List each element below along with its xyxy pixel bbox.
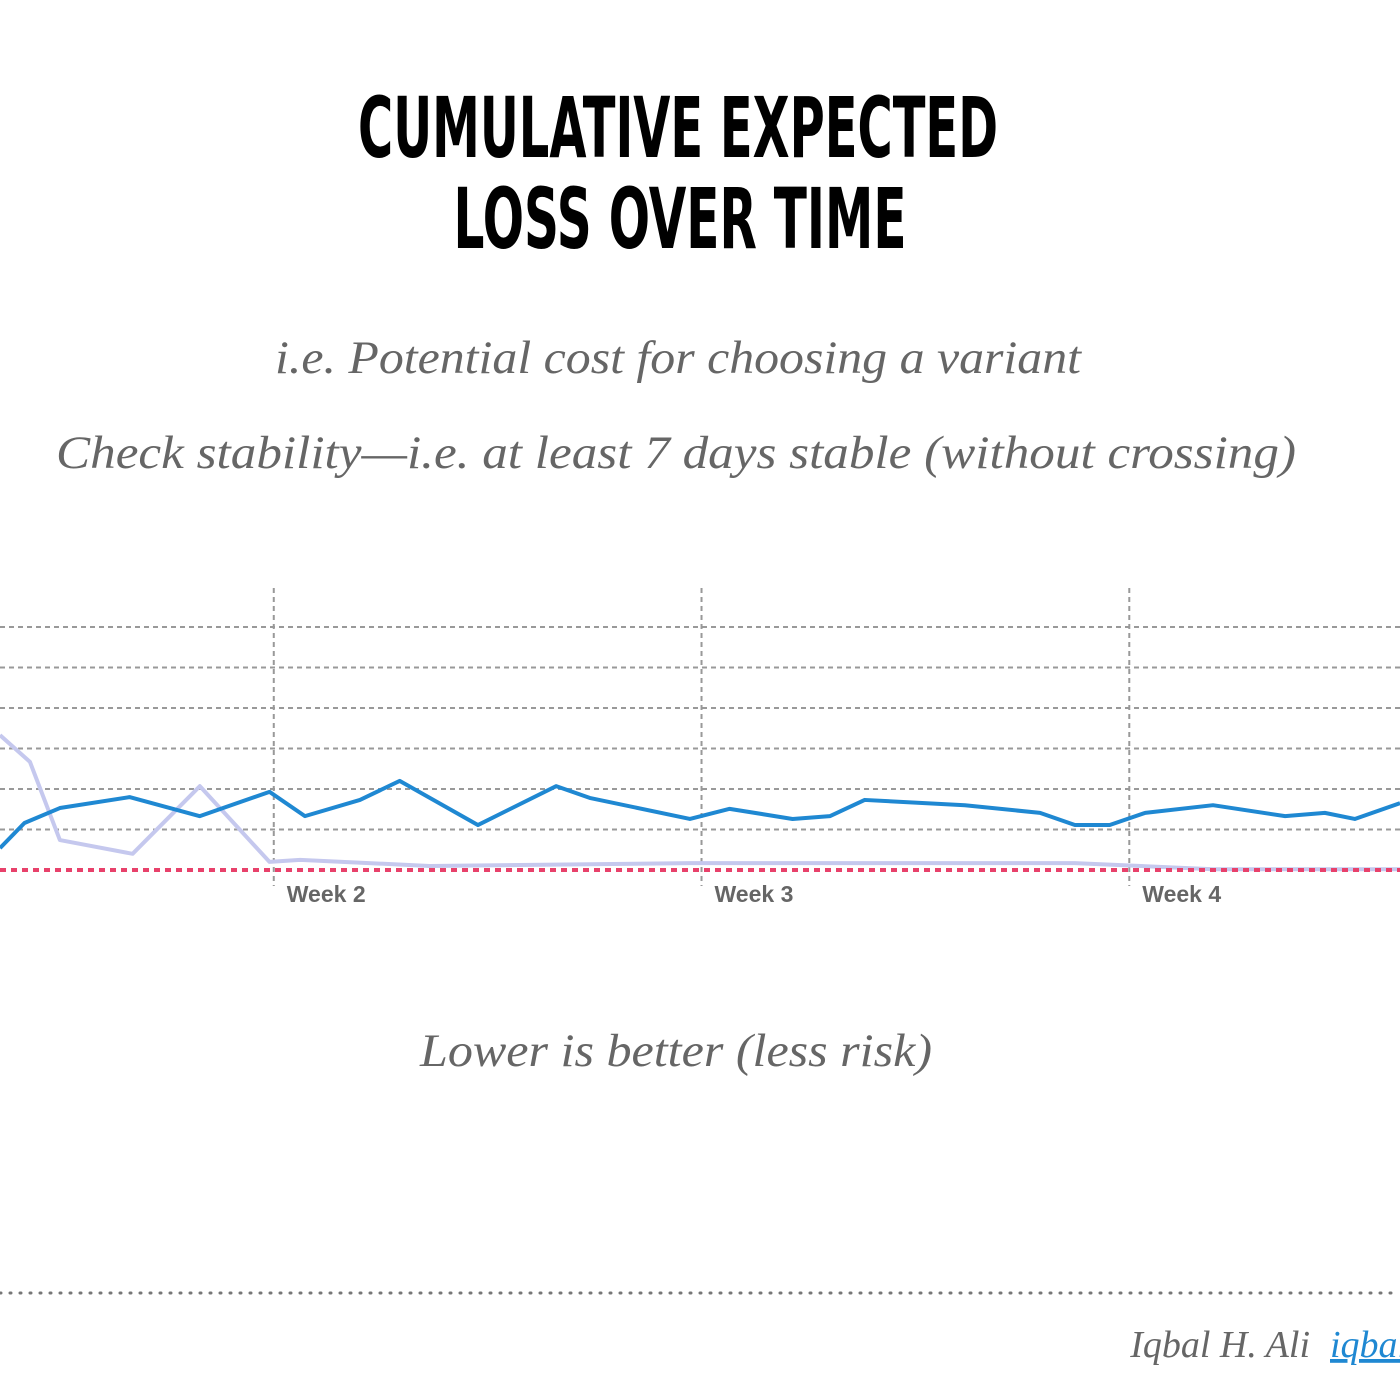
footer-link[interactable]: iqbal xyxy=(1330,1324,1400,1366)
annotation: Lower is better (less risk) xyxy=(419,1025,932,1077)
x-tick-label: Week 3 xyxy=(715,881,794,907)
series-line xyxy=(0,733,1400,872)
footer-author: Iqbal H. Ali xyxy=(1129,1324,1310,1366)
series-line xyxy=(0,778,1400,850)
title-line: LOSS OVER TIME xyxy=(454,170,907,268)
x-tick-label: Week 4 xyxy=(1142,881,1221,907)
annotation: Check stability—i.e. at least 7 days sta… xyxy=(56,427,1296,479)
title-line: CUMULATIVE EXPECTED xyxy=(358,79,998,177)
subtitle: i.e. Potential cost for choosing a varia… xyxy=(275,332,1082,384)
x-tick-label: Week 2 xyxy=(287,881,366,907)
